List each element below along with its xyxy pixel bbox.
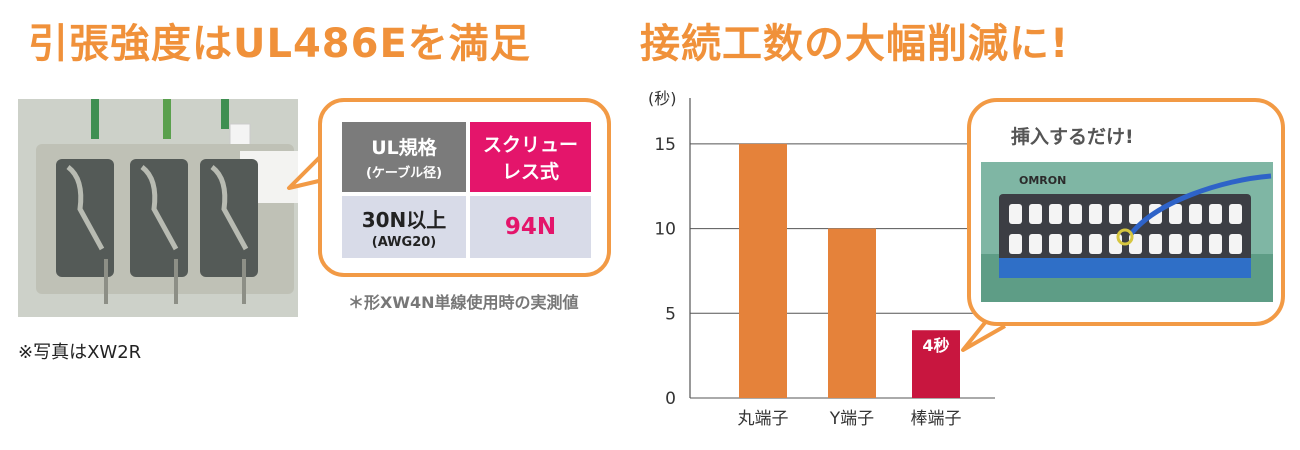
terminal-hole: [1229, 204, 1242, 224]
bar-data-label: 4秒: [922, 336, 949, 355]
terminal-insert-photo: OMRON: [981, 162, 1273, 302]
terminal-hole: [1189, 204, 1202, 224]
strength-comparison-bubble: UL規格 (ケーブル径) スクリュー レス式 30N以上 (AWG20) 94N: [318, 98, 611, 277]
terminal-hole: [1169, 234, 1182, 254]
terminal-hole: [1109, 204, 1122, 224]
y-tick-label: 5: [665, 304, 676, 324]
terminal-block-illustration: [18, 99, 298, 317]
terminal-hole: [1089, 234, 1102, 254]
terminal-hole: [1029, 204, 1042, 224]
screwless-value: 94N: [504, 214, 557, 240]
awg-label: (AWG20): [371, 235, 437, 250]
screwless-label-line2: レス式: [501, 161, 559, 183]
y-tick-label: 15: [654, 135, 676, 155]
standard-value: 30N以上: [361, 208, 447, 232]
terminal-photo: [18, 99, 298, 317]
terminal-hole: [1209, 234, 1222, 254]
terminal-hole: [1109, 234, 1122, 254]
screwless-label-line1: スクリュー: [482, 134, 578, 156]
x-category-label: Y端子: [829, 409, 874, 429]
measurement-footnote: ＊形XW4N単線使用時の実測値: [348, 293, 579, 312]
terminal-hole: [1089, 204, 1102, 224]
table-header-screwless: スクリュー レス式: [470, 122, 591, 192]
terminal-hole: [1229, 234, 1242, 254]
callout-title: 挿入するだけ!: [1011, 126, 1134, 148]
bar: [828, 228, 876, 398]
terminal-hole: [1069, 234, 1082, 254]
workload-reduction-heading: 接続工数の大幅削減に!: [640, 21, 1070, 67]
x-category-label: 丸端子: [738, 409, 789, 429]
tensile-strength-heading: 引張強度はUL486Eを満足: [28, 21, 531, 67]
standard-label: UL規格: [371, 137, 437, 159]
table-cell-standard-value: 30N以上 (AWG20): [342, 196, 466, 258]
connection-time-chart: (秒) 4秒 0 5 10 15 丸端子 Y端子 棒端子: [648, 89, 995, 429]
terminal-hole: [1149, 234, 1162, 254]
y-axis-label: (秒): [648, 89, 677, 108]
terminal-hole: [1009, 234, 1022, 254]
terminal-hole: [1169, 204, 1182, 224]
y-tick-label: 0: [665, 389, 676, 409]
photo-caption: ※写真はXW2R: [18, 342, 142, 363]
table-header-standard: UL規格 (ケーブル径): [342, 122, 466, 192]
bar: [739, 143, 787, 398]
device-brand: OMRON: [1019, 174, 1066, 187]
terminal-hole: [1049, 234, 1062, 254]
terminal-hole: [1069, 204, 1082, 224]
terminal-hole: [1049, 204, 1062, 224]
terminal-hole: [1189, 234, 1202, 254]
terminal-hole: [1009, 204, 1022, 224]
table-cell-screwless-value: 94N: [470, 196, 591, 258]
cable-diameter-label: (ケーブル径): [365, 166, 443, 181]
x-category-label: 棒端子: [911, 409, 962, 429]
y-tick-label: 10: [654, 220, 676, 240]
insertion-callout-bubble: 挿入するだけ! OMRON: [967, 98, 1285, 326]
terminal-hole: [1209, 204, 1222, 224]
bar: [912, 330, 960, 398]
terminal-hole: [1129, 204, 1142, 224]
terminal-hole: [1029, 234, 1042, 254]
bubble-pointer-left: [287, 152, 325, 190]
